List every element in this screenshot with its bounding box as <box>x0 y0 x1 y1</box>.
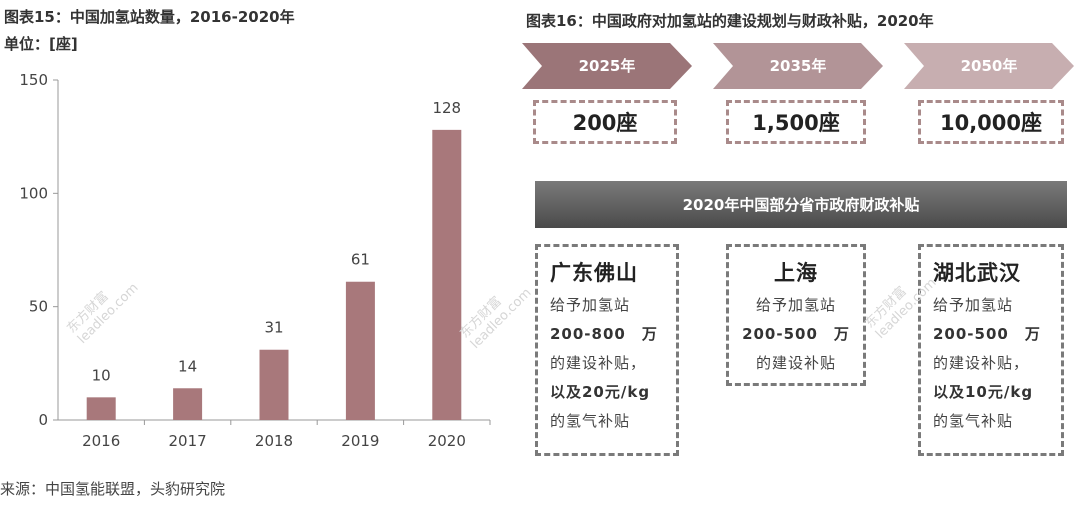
city-name: 上海 <box>774 261 818 285</box>
city-amount: 200-500 万 <box>742 325 850 343</box>
y-tick-label: 0 <box>38 411 48 429</box>
milestone-year: 2035年 <box>769 57 827 75</box>
bar <box>345 281 375 420</box>
milestone-year: 2050年 <box>960 57 1018 75</box>
data-label: 10 <box>92 366 111 384</box>
milestone-2050-target: 10,000座 <box>918 100 1064 144</box>
data-label: 128 <box>432 99 461 117</box>
chevron-arrow-icon <box>522 43 692 89</box>
city-line: 的建设补贴， <box>550 354 647 372</box>
chart15-unit: 单位：[座] <box>4 35 78 53</box>
chevron-arrow-icon <box>904 43 1074 89</box>
city-line: 给予加氢站 <box>755 296 836 314</box>
bar <box>86 397 116 420</box>
figure16-title: 图表16：中国政府对加氢站的建设规划与财政补贴，2020年 <box>526 12 934 30</box>
city-card-foshan: 广东佛山 给予加氢站 200-800 万 的建设补贴， 以及20元/kg 的氢气… <box>535 244 679 456</box>
chart15-bar-chart: 0 50 100 150 10 2016 14 2017 31 2018 61 2019 128 2020 <box>19 71 491 450</box>
city-line: 的建设补贴， <box>933 354 1030 372</box>
city-line: 的氢气补贴 <box>550 412 631 430</box>
x-tick-label: 2018 <box>255 432 293 450</box>
chart15-title: 图表15：中国加氢站数量，2016-2020年 <box>4 8 295 26</box>
city-line: 以及20元/kg <box>550 383 651 401</box>
x-tick-label: 2020 <box>428 432 466 450</box>
milestone-2035-arrow: 2035年 <box>713 43 883 89</box>
y-tick-label: 150 <box>19 71 48 89</box>
y-tick-label: 50 <box>29 298 48 316</box>
source-note: 来源：中国氢能联盟，头豹研究院 <box>0 480 226 498</box>
city-line: 给予加氢站 <box>933 296 1014 314</box>
x-tick-label: 2017 <box>169 432 207 450</box>
city-name: 广东佛山 <box>550 261 638 285</box>
city-amount: 200-800 万 <box>550 325 658 343</box>
city-card-wuhan: 湖北武汉 给予加氢站 200-500 万 的建设补贴， 以及10元/kg 的氢气… <box>918 244 1064 456</box>
milestone-2035-target: 1,500座 <box>726 100 866 144</box>
milestone-year: 2025年 <box>578 57 636 75</box>
city-amount: 200-500 万 <box>933 325 1041 343</box>
bar <box>173 388 203 420</box>
city-line: 的氢气补贴 <box>933 412 1014 430</box>
bar <box>259 349 289 420</box>
city-line: 以及10元/kg <box>933 383 1034 401</box>
milestone-2025-arrow: 2025年 <box>522 43 692 89</box>
milestone-2025-target: 200座 <box>533 100 677 144</box>
data-label: 14 <box>178 357 197 375</box>
city-line: 的建设补贴 <box>755 354 836 372</box>
subsidy-banner: 2020年中国部分省市政府财政补贴 <box>535 181 1067 228</box>
y-tick-label: 100 <box>19 184 48 202</box>
chevron-arrow-icon <box>713 43 883 89</box>
x-tick-label: 2019 <box>341 432 379 450</box>
city-line: 给予加氢站 <box>550 296 631 314</box>
milestone-timeline: 2025年 2035年 2050年 <box>522 43 1074 89</box>
milestone-2050-arrow: 2050年 <box>904 43 1074 89</box>
x-tick-label: 2016 <box>82 432 120 450</box>
city-name: 湖北武汉 <box>933 261 1021 285</box>
bar <box>432 129 462 420</box>
data-label: 31 <box>264 319 283 337</box>
city-card-shanghai: 上海 给予加氢站 200-500 万 的建设补贴 <box>726 244 866 386</box>
data-label: 61 <box>351 251 370 269</box>
